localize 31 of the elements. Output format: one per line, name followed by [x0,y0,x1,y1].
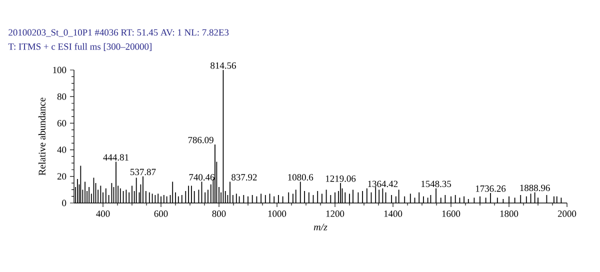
x-tick-label: 2000 [558,210,576,217]
y-tick-label: 60 [57,120,66,126]
x-tick-label: 1400 [384,210,402,217]
x-tick-label: 800 [212,210,226,217]
y-tick-label: 80 [57,93,66,100]
annotation: 1219.06 [326,175,356,182]
annotation: 444.81 [103,154,128,161]
x-tick-label: 1000 [268,210,286,217]
annotation: 814.56 [210,62,236,69]
x-tick-label: 1600 [442,210,460,217]
annotation: 1364.42 [368,180,398,188]
annotation: 786.09 [188,136,214,144]
y-tick-label: 0 [62,200,66,206]
annotation: 1888.96 [520,184,550,192]
x-tick-label: 400 [96,210,110,217]
annotation: 740.46 [189,174,214,181]
y-tick-label: 40 [57,146,66,153]
annotation: 1736.26 [476,185,506,192]
x-tick-label: 1200 [326,210,344,217]
x-axis-title: m/z [314,224,328,230]
annotation: 837.92 [232,174,257,181]
y-tick-label: 100 [53,66,66,74]
y-axis-title: Relative abundance [38,98,46,176]
annotation: 537.87 [130,168,156,176]
y-tick-label: 20 [57,173,66,180]
chart-title: 20100203_St_0_10P1 #4036 RT: 51.45 AV: 1 NL: 7.82E3 [8,29,229,37]
x-tick-label: 1800 [500,210,518,217]
annotation: 1548.35 [421,180,452,188]
chart-subtitle: T: ITMS + c ESI full ms [300–20000] [8,43,152,51]
x-tick-label: 600 [154,210,168,217]
annotation: 1080.6 [288,174,314,181]
